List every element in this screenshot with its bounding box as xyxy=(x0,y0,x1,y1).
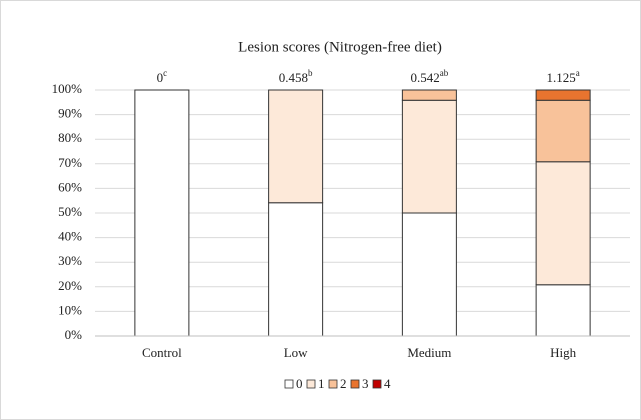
bar-segment xyxy=(401,89,457,101)
legend-label: 3 xyxy=(362,376,369,391)
mean-value: 0.542 xyxy=(411,70,440,85)
legend-swatch xyxy=(372,379,382,389)
mean-label: 1.125a xyxy=(547,68,580,85)
y-tick-label: 20% xyxy=(58,278,82,293)
y-tick-label: 80% xyxy=(58,130,82,145)
bar-segment xyxy=(535,284,591,337)
y-tick-label: 0% xyxy=(65,327,83,342)
legend-label: 1 xyxy=(318,376,325,391)
mean-label: 0c xyxy=(157,68,168,85)
legend-swatch xyxy=(350,379,360,389)
mean-letter: b xyxy=(308,68,313,78)
bar-segment xyxy=(134,89,190,337)
bar-segment xyxy=(401,99,457,214)
bar-segment xyxy=(401,212,457,337)
y-tick-label: 70% xyxy=(58,155,82,170)
legend-label: 2 xyxy=(340,376,347,391)
mean-label: 0.542ab xyxy=(411,68,449,85)
mean-value: 1.125 xyxy=(547,70,576,85)
mean-letter: ab xyxy=(440,68,449,78)
x-tick-label: High xyxy=(550,345,577,360)
legend-swatch xyxy=(284,379,294,389)
bar-segment xyxy=(535,89,591,101)
x-tick-label: Low xyxy=(284,345,308,360)
mean-label: 0.458b xyxy=(279,68,313,85)
y-tick-label: 10% xyxy=(58,302,82,317)
legend-swatch xyxy=(328,379,338,389)
mean-letter: a xyxy=(576,68,580,78)
bar-segment xyxy=(268,202,324,337)
mean-letter: c xyxy=(163,68,167,78)
y-tick-label: 60% xyxy=(58,179,82,194)
x-tick-label: Medium xyxy=(407,345,451,360)
x-tick-label: Control xyxy=(142,345,182,360)
legend-label: 0 xyxy=(296,376,303,391)
y-tick-label: 90% xyxy=(58,106,82,121)
y-tick-label: 50% xyxy=(58,204,82,219)
bar-segment xyxy=(268,89,324,204)
mean-value: 0.458 xyxy=(279,70,308,85)
bar-segment xyxy=(535,99,591,163)
mean-value: 0 xyxy=(157,70,164,85)
y-tick-label: 100% xyxy=(52,81,83,96)
y-tick-label: 30% xyxy=(58,253,82,268)
legend-label: 4 xyxy=(384,376,391,391)
chart-title: Lesion scores (Nitrogen-free diet) xyxy=(238,39,442,55)
y-tick-label: 40% xyxy=(58,229,82,244)
bar-segment xyxy=(535,161,591,286)
legend-swatch xyxy=(306,379,316,389)
